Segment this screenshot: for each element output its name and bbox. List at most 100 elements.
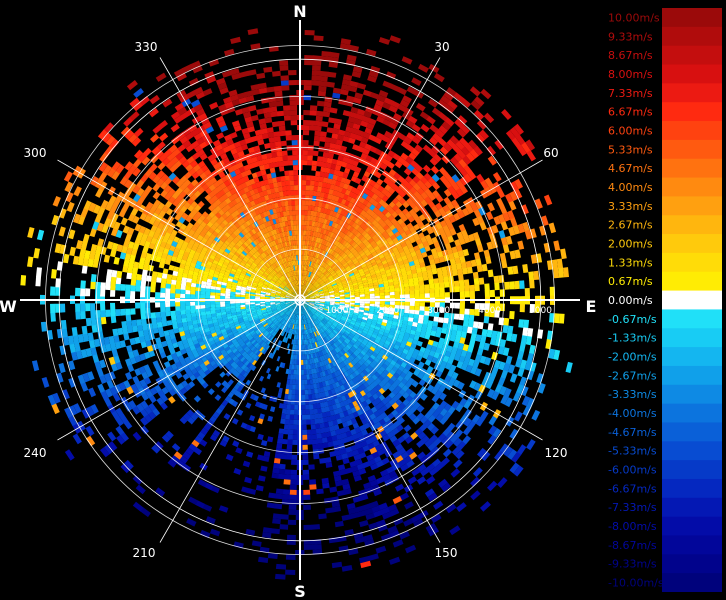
velocity-cell (289, 323, 292, 329)
velocity-cell (305, 287, 309, 292)
velocity-cell (315, 318, 320, 324)
velocity-cell (318, 307, 324, 310)
velocity-cell (285, 285, 290, 290)
velocity-cell (313, 326, 317, 332)
velocity-cell (301, 280, 304, 286)
velocity-cell (306, 288, 310, 293)
velocity-cell (274, 313, 280, 318)
velocity-cell (303, 319, 306, 325)
velocity-cell (302, 155, 308, 161)
velocity-cell (409, 301, 415, 307)
velocity-cell (310, 327, 314, 333)
velocity-cell (283, 308, 288, 312)
velocity-cell (301, 290, 304, 296)
velocity-cell (295, 285, 298, 291)
velocity-cell (309, 294, 314, 297)
velocity-cell (322, 287, 328, 291)
velocity-cell (276, 382, 281, 388)
velocity-cell (302, 291, 306, 296)
velocity-cell (317, 278, 322, 283)
velocity-cell (285, 388, 289, 395)
velocity-cell (318, 289, 323, 293)
velocity-cell (294, 319, 297, 325)
velocity-cell (290, 265, 294, 271)
velocity-cell (277, 156, 284, 162)
velocity-cell (297, 304, 299, 310)
velocity-cell (284, 309, 289, 313)
velocity-cell (297, 344, 300, 350)
velocity-cell (161, 320, 168, 327)
velocity-cell (313, 305, 319, 308)
velocity-cell (294, 309, 297, 314)
velocity-cell (280, 303, 286, 306)
velocity-cell (414, 293, 420, 299)
velocity-cell (312, 321, 317, 326)
velocity-cell (265, 302, 271, 305)
velocity-cell (215, 304, 221, 308)
velocity-cell (281, 180, 287, 187)
velocity-cell (306, 307, 310, 312)
velocity-cell (287, 317, 291, 323)
velocity-cell (309, 296, 315, 299)
velocity-cell (312, 289, 318, 293)
velocity-cell (200, 308, 206, 313)
velocity-cell (305, 324, 308, 330)
velocity-cell (301, 225, 305, 231)
velocity-cell (295, 379, 299, 385)
velocity-cell (282, 160, 289, 166)
velocity-cell (315, 423, 321, 430)
velocity-cell (326, 322, 332, 327)
velocity-cell (404, 290, 410, 295)
velocity-cell (310, 419, 316, 425)
velocity-cell (265, 305, 271, 308)
velocity-cell (303, 374, 307, 380)
velocity-cell (281, 305, 287, 309)
velocity-cell (313, 314, 318, 319)
velocity-cell (316, 324, 321, 330)
velocity-cell (302, 354, 306, 360)
velocity-cell (289, 288, 294, 293)
velocity-cell (160, 306, 166, 313)
velocity-cell (180, 301, 186, 307)
velocity-cell (285, 279, 290, 284)
velocity-cell (289, 180, 295, 186)
velocity-cell (303, 324, 306, 330)
velocity-cell (281, 290, 287, 294)
velocity-cell (302, 285, 305, 291)
velocity-cell (308, 293, 314, 296)
velocity-cell (296, 319, 299, 325)
velocity-cell (319, 305, 325, 308)
velocity-cell (281, 275, 286, 280)
velocity-cell (313, 305, 319, 309)
velocity-cell (292, 439, 298, 445)
velocity-cell (272, 308, 277, 312)
velocity-cell (324, 278, 329, 283)
velocity-cell (281, 313, 286, 317)
velocity-cell (310, 261, 314, 267)
velocity-cell (297, 285, 299, 291)
velocity-cell (294, 304, 298, 309)
velocity-cell (314, 302, 320, 304)
velocity-cell (314, 302, 320, 305)
velocity-cell (223, 413, 231, 420)
velocity-cell (293, 303, 297, 308)
velocity-cell (304, 296, 310, 299)
velocity-cell (309, 296, 315, 298)
velocity-cell (305, 414, 311, 420)
velocity-cell (282, 281, 287, 286)
velocity-cell (302, 304, 305, 310)
velocity-cell (286, 267, 290, 273)
velocity-cell (314, 296, 320, 299)
velocity-cell (220, 295, 226, 299)
velocity-cell (303, 303, 308, 308)
velocity-cell (270, 305, 276, 308)
velocity-cell (321, 311, 327, 315)
velocity-cell (296, 270, 298, 276)
velocity-cell (301, 304, 304, 310)
velocity-cell (424, 293, 430, 299)
velocity-cell (319, 314, 325, 319)
velocity-cell (276, 315, 281, 319)
velocity-cell (313, 331, 317, 337)
velocity-cell (320, 281, 325, 286)
velocity-cell (359, 296, 365, 300)
